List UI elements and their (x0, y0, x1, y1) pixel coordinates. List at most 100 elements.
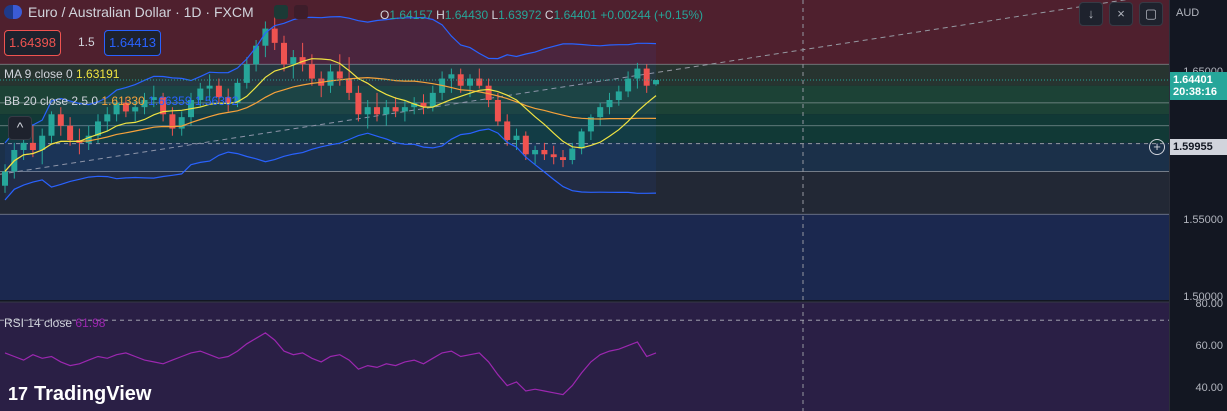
symbol-title[interactable]: Euro / Australian Dollar · 1D · FXCM (4, 4, 308, 20)
candle-body (132, 107, 139, 112)
ohlc-readout: O1.64157 H1.64430 L1.63972 C1.64401 +0.0… (380, 8, 703, 22)
bb-legend[interactable]: BB 20 close 2.5 0 1.61330 1.66359 1.5630… (4, 94, 239, 108)
add-alert-icon[interactable]: + (1149, 139, 1165, 155)
candle-body (392, 107, 399, 112)
market-open-icon[interactable] (273, 5, 288, 19)
candle-body (550, 154, 557, 158)
candle-body (290, 57, 297, 65)
candle-body (653, 80, 659, 85)
crosshair-price-tag: 1.59955 (1170, 139, 1227, 155)
candle-body (615, 91, 622, 100)
currency-label[interactable]: AUD (1176, 7, 1200, 19)
candle-body (67, 125, 74, 140)
candle-body (169, 114, 176, 129)
candle-body (494, 100, 501, 122)
candle-body (532, 150, 539, 155)
ohlc-change: +0.00244 (+0.15%) (600, 8, 704, 22)
ma-legend[interactable]: MA 9 close 0 1.63191 (4, 67, 120, 81)
candle-body (234, 82, 241, 103)
candle-body (299, 57, 306, 65)
tradingview-logo[interactable]: 17 TradingView (8, 383, 152, 405)
candle-body (95, 121, 101, 136)
candle-body (383, 107, 390, 115)
rsi-legend[interactable]: RSI 14 close 61.98 (4, 316, 106, 330)
screenshot-button[interactable]: ▢ (1139, 2, 1163, 26)
sr-zone (0, 142, 1170, 172)
price-tick: 1.50000 (1183, 291, 1223, 303)
candle-body (541, 150, 548, 155)
candle-body (48, 114, 55, 136)
candle-body (262, 28, 269, 46)
candle-body (643, 68, 650, 86)
scroll-down-button[interactable]: ↓ (1079, 2, 1103, 26)
candle-body (569, 148, 576, 160)
collapse-button[interactable]: × (1109, 2, 1133, 26)
candle-body (522, 135, 529, 155)
candle-body (20, 142, 27, 150)
candle-body (178, 117, 185, 129)
rsi-tick: 40.00 (1195, 382, 1223, 394)
rsi-pane (4, 332, 657, 396)
candle-body (448, 74, 455, 79)
ohlc-open: O1.64157 (380, 8, 433, 22)
candle-body (346, 78, 353, 93)
symbol-title-text: Euro / Australian Dollar · 1D · FXCM (28, 4, 254, 20)
candle-body (411, 102, 418, 108)
candle-body (606, 100, 613, 108)
bb-lower-line (4, 128, 657, 201)
sr-zone (0, 85, 1170, 115)
candle-body (160, 97, 167, 115)
sell-button[interactable]: 1.64398 (4, 30, 61, 56)
grid-lines (0, 0, 1170, 411)
sr-zone (0, 64, 1170, 86)
tv-logo-icon: 17 (8, 384, 29, 404)
data-mode-icon[interactable] (293, 5, 308, 19)
candle-body (271, 28, 278, 43)
current-price-tag: 1.64401 20:38:16 (1170, 72, 1227, 100)
flag-icon (4, 5, 22, 19)
candle-body (113, 102, 120, 115)
candle-body (364, 107, 371, 115)
bollinger-fill (5, 16, 656, 200)
candle-body (215, 85, 222, 98)
sr-zone (0, 171, 1170, 215)
candle-body (243, 64, 250, 83)
sr-zones (0, 0, 1170, 411)
sr-zone (0, 214, 1170, 300)
candle-body (634, 68, 641, 79)
collapse-legend-button[interactable]: ^ (8, 116, 32, 140)
candle-body (206, 85, 213, 89)
candle-body (597, 107, 604, 118)
candle-body (485, 85, 492, 100)
candle-body (2, 171, 8, 186)
candle-body (374, 107, 380, 115)
candle-body (467, 78, 473, 86)
candle-body (429, 92, 436, 108)
ohlc-high: H1.64430 (436, 8, 489, 22)
price-chart[interactable] (0, 0, 1170, 411)
candle-body (281, 42, 287, 65)
candle-body (39, 135, 46, 150)
candle-body (327, 71, 334, 86)
price-axis[interactable]: AUD 1.65000 1.55000 1.50000 1.64401 20:3… (1169, 0, 1227, 411)
candle-body (420, 102, 427, 108)
candle-body (104, 114, 111, 122)
candle-body (308, 64, 315, 79)
candle-body (355, 92, 362, 115)
candle-body (141, 100, 148, 108)
rsi-tick: 80.00 (1195, 298, 1223, 310)
candle-body (150, 97, 157, 100)
candle-body (401, 107, 408, 112)
buy-button[interactable]: 1.64413 (104, 30, 161, 56)
candle-body (504, 121, 511, 140)
candle-body (587, 117, 594, 132)
candle-body (625, 78, 632, 92)
ma-line (4, 58, 657, 172)
candle-body (225, 97, 232, 103)
candle-body (560, 157, 566, 160)
bollinger-band-fill (5, 16, 656, 200)
candle-body (513, 135, 520, 140)
ohlc-low: L1.63972 (491, 8, 542, 22)
ohlc-close: C1.64401 (544, 8, 597, 22)
